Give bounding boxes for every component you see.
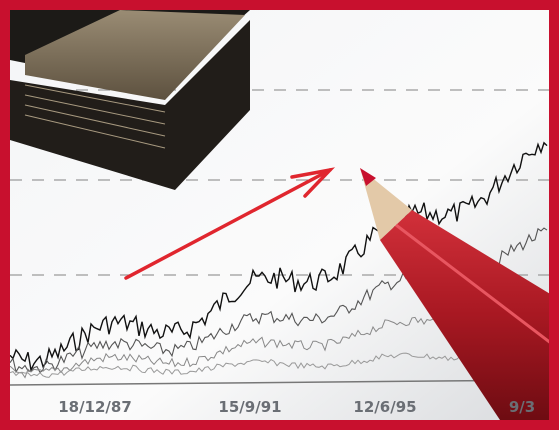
axis-label: 15/9/91: [218, 398, 281, 416]
axis-label: 12/6/95: [353, 398, 416, 416]
red-arrow: [124, 167, 336, 280]
trace: [10, 343, 548, 378]
axis-label: 18/12/87: [58, 398, 132, 416]
axis-line: [10, 379, 549, 386]
trace: [10, 141, 548, 373]
book-pages: [24, 84, 166, 149]
pencil: [360, 168, 549, 420]
book: [25, 10, 245, 100]
axis-label: 9/3: [509, 398, 535, 416]
